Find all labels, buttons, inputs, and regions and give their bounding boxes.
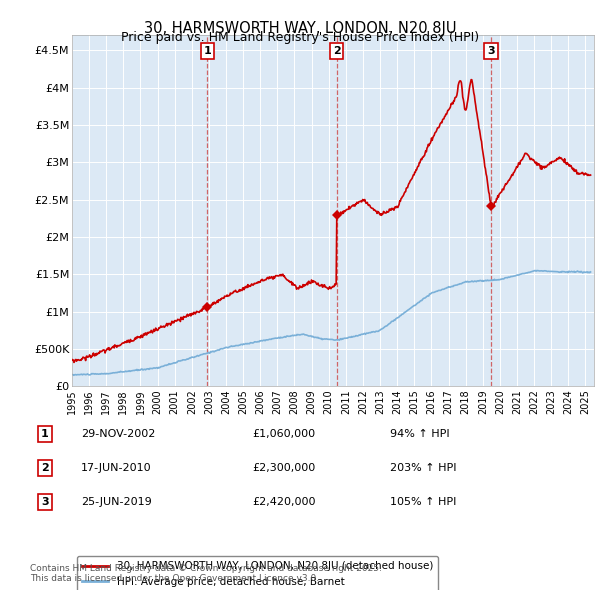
Text: 30, HARMSWORTH WAY, LONDON, N20 8JU: 30, HARMSWORTH WAY, LONDON, N20 8JU xyxy=(144,21,456,35)
Text: £2,420,000: £2,420,000 xyxy=(252,497,316,507)
Text: 105% ↑ HPI: 105% ↑ HPI xyxy=(390,497,457,507)
Text: 3: 3 xyxy=(487,46,495,56)
Text: 203% ↑ HPI: 203% ↑ HPI xyxy=(390,463,457,473)
Text: £2,300,000: £2,300,000 xyxy=(252,463,315,473)
Text: £1,060,000: £1,060,000 xyxy=(252,429,315,438)
Text: Contains HM Land Registry data © Crown copyright and database right 2025.
This d: Contains HM Land Registry data © Crown c… xyxy=(30,563,382,583)
Text: 2: 2 xyxy=(41,463,49,473)
Text: 3: 3 xyxy=(41,497,49,507)
Text: 94% ↑ HPI: 94% ↑ HPI xyxy=(390,429,449,438)
Text: Price paid vs. HM Land Registry's House Price Index (HPI): Price paid vs. HM Land Registry's House … xyxy=(121,31,479,44)
Text: 1: 1 xyxy=(203,46,211,56)
Text: 29-NOV-2002: 29-NOV-2002 xyxy=(81,429,155,438)
Text: 1: 1 xyxy=(41,429,49,438)
Text: 2: 2 xyxy=(333,46,340,56)
Text: 25-JUN-2019: 25-JUN-2019 xyxy=(81,497,152,507)
Text: 17-JUN-2010: 17-JUN-2010 xyxy=(81,463,152,473)
Legend: 30, HARMSWORTH WAY, LONDON, N20 8JU (detached house), HPI: Average price, detach: 30, HARMSWORTH WAY, LONDON, N20 8JU (det… xyxy=(77,556,439,590)
